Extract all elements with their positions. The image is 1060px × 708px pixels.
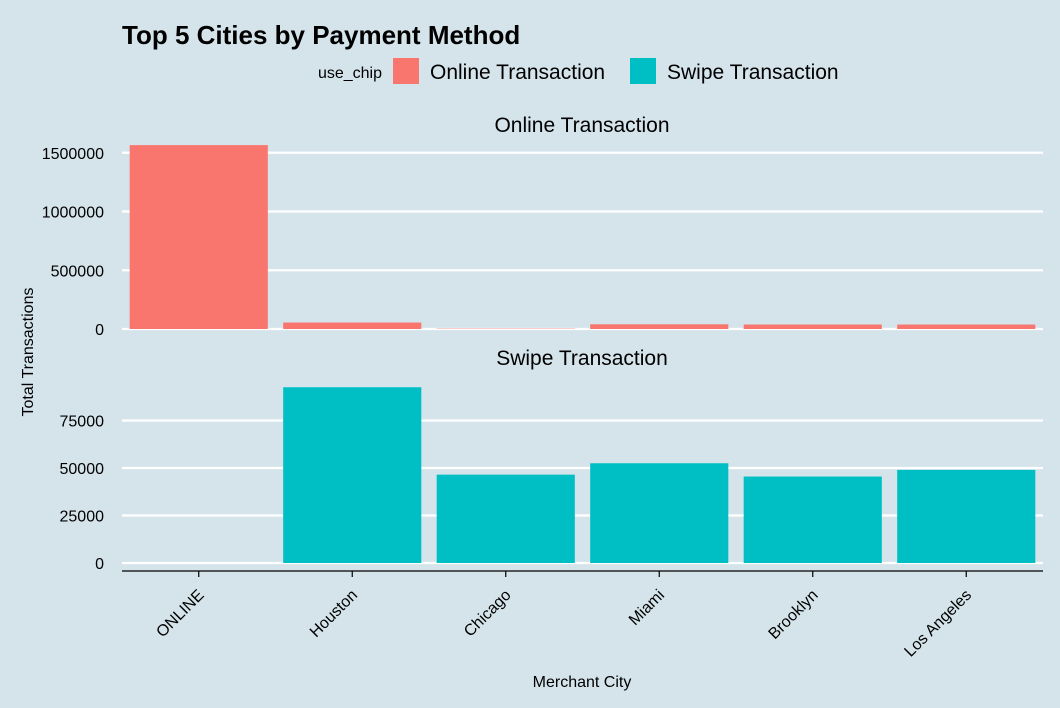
y-tick-label-swipe-transaction: 50000 [60, 461, 105, 478]
x-axis-label: Merchant City [533, 674, 632, 691]
bar-online-transaction-online [129, 145, 268, 329]
x-tick-label: ONLINE [153, 587, 207, 641]
facet-strip-swipe: Swipe Transaction [496, 347, 668, 370]
legend-title: use_chip [318, 65, 382, 82]
x-tick-label: Brooklyn [766, 587, 822, 643]
y-tick-label-online-transaction: 500000 [51, 263, 104, 280]
legend: use_chip Online Transaction Swipe Transa… [318, 58, 839, 84]
x-tick-label: Los Angeles [901, 587, 975, 661]
bar-swipe-transaction-los-angeles [897, 469, 1036, 563]
legend-label-online: Online Transaction [430, 61, 605, 84]
x-axis: ONLINE Houston Chicago Miami Brooklyn Los Ang… [153, 571, 975, 660]
bar-online-transaction-los-angeles [897, 324, 1036, 329]
x-tick-label: Miami [626, 587, 668, 629]
y-tick-label-online-transaction: 1000000 [42, 205, 104, 222]
legend-swatch-online [393, 58, 419, 84]
bar-online-transaction-brooklyn [743, 324, 882, 329]
bar-online-transaction-houston [283, 322, 422, 329]
y-axis-label: Total Transactions [20, 288, 37, 417]
bar-swipe-transaction-miami [590, 463, 729, 563]
y-tick-label-swipe-transaction: 25000 [60, 509, 105, 526]
legend-swatch-swipe [630, 58, 656, 84]
x-tick-label: Chicago [461, 587, 515, 641]
bar-swipe-transaction-brooklyn [743, 476, 882, 563]
chart-title: Top 5 Cities by Payment Method [122, 20, 520, 50]
bar-online-transaction-miami [590, 324, 729, 329]
legend-label-swipe: Swipe Transaction [667, 61, 839, 84]
bar-swipe-transaction-chicago [436, 474, 575, 563]
facet-panel-swipe: Swipe Transaction 0 25000 50000 75000 [60, 347, 1043, 573]
x-tick-label: Houston [307, 587, 361, 641]
y-tick-label-online-transaction: 0 [95, 322, 104, 339]
facet-panel-online: Online Transaction 0 500000 1000000 1500000 [42, 114, 1043, 339]
y-tick-label-swipe-transaction: 0 [95, 556, 104, 573]
bar-swipe-transaction-houston [283, 387, 422, 563]
y-tick-label-swipe-transaction: 75000 [60, 414, 105, 431]
y-tick-label-online-transaction: 1500000 [42, 146, 104, 163]
facet-strip-online: Online Transaction [494, 114, 669, 137]
